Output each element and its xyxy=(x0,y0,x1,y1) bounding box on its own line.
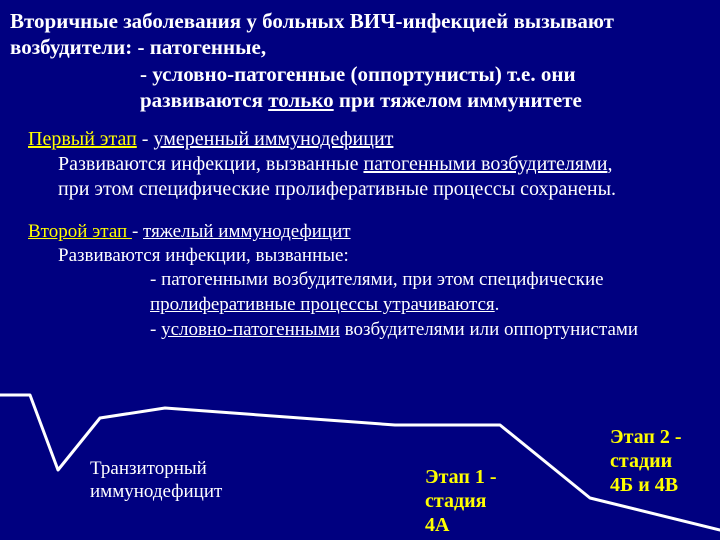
label-stage1: Этап 1 -стадия4А xyxy=(425,465,497,537)
stage2-header: Второй этап - тяжелый иммунодефицит xyxy=(10,220,710,244)
title-line-1: Вторичные заболевания у больных ВИЧ-инфе… xyxy=(10,8,710,34)
stage2-body-1: Развиваются инфекции, вызванные: xyxy=(10,244,710,269)
title-line-2: возбудители: - патогенные, xyxy=(10,34,710,60)
title-line-3: - условно-патогенные (оппортунисты) т.е.… xyxy=(10,61,710,87)
title-line-4: развиваются только при тяжелом иммунитет… xyxy=(10,87,710,113)
label-stage2: Этап 2 -стадии4Б и 4В xyxy=(610,425,682,497)
stage1-body-2: при этом специфические пролиферативные п… xyxy=(10,177,710,202)
stage2-body-3: пролиферативные процессы утрачиваются. xyxy=(10,293,710,318)
stage2-body-4: - условно-патогенными возбудителями или … xyxy=(10,318,710,343)
stage1-body-1: Развиваются инфекции, вызванные патогенн… xyxy=(10,152,710,177)
label-transient: Транзиторныйиммунодефицит xyxy=(90,458,222,504)
stage2-body-2: - патогенными возбудителями, при этом сп… xyxy=(10,268,710,293)
stage1-header: Первый этап - умеренный иммунодефицит xyxy=(10,127,710,152)
